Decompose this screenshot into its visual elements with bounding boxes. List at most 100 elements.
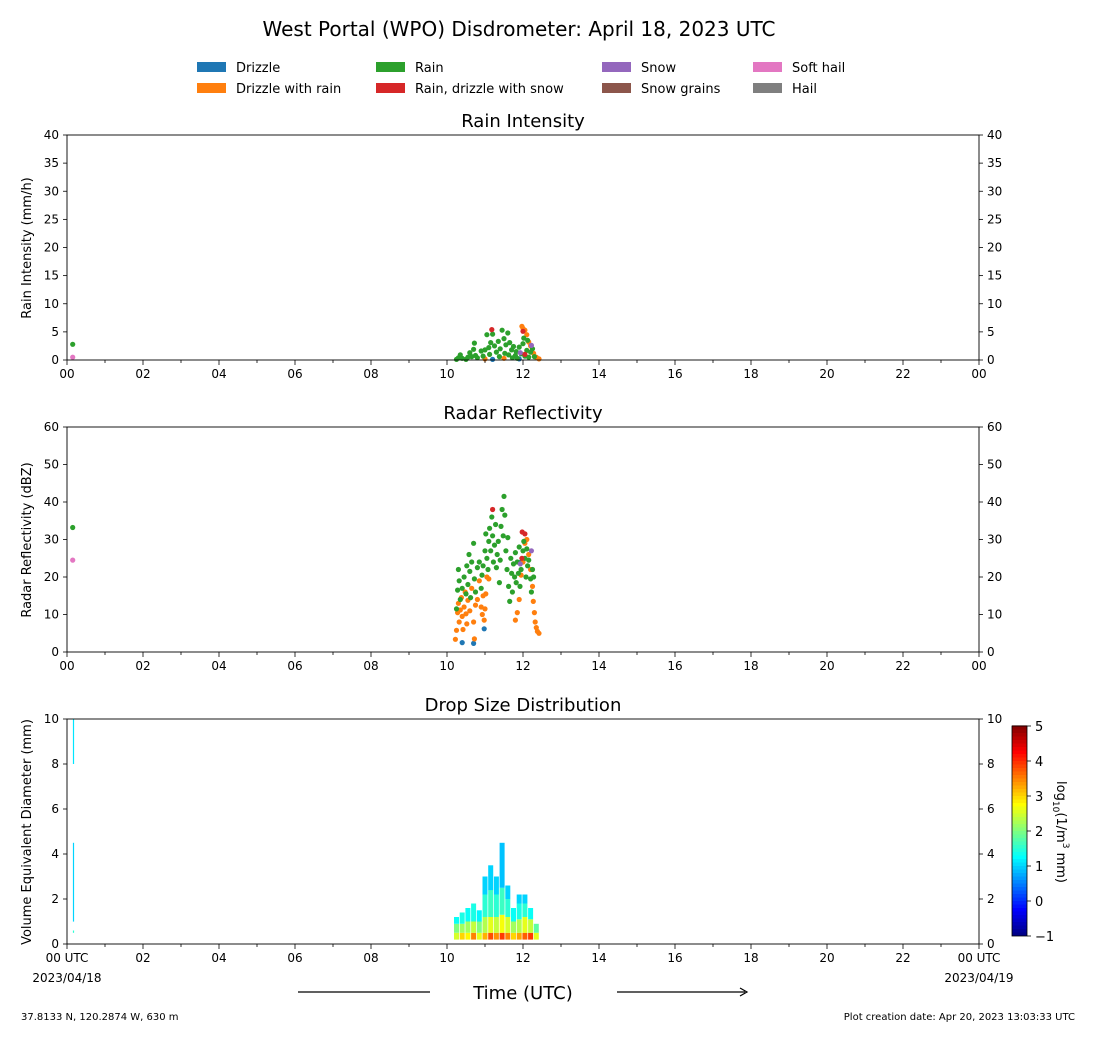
data-point: [517, 350, 523, 356]
colorbar-segment: [1012, 774, 1027, 779]
data-point: [465, 581, 471, 588]
data-point: [525, 337, 531, 343]
data-point: [525, 563, 531, 569]
data-point: [468, 595, 474, 601]
data-point: [531, 574, 537, 580]
x-tick-label: 16: [667, 951, 682, 965]
x-tick-label: 08: [363, 659, 378, 673]
data-point: [472, 589, 479, 595]
y-tick-label: 4: [51, 847, 59, 861]
legend-swatch: [376, 83, 405, 93]
x-tick-label: 06: [287, 951, 302, 965]
colorbar-segment: [1012, 921, 1027, 926]
data-point: [464, 563, 470, 569]
legend-label: Drizzle with rain: [236, 82, 341, 97]
y-tick-label: 30: [44, 533, 59, 547]
x-tick-label: 16: [667, 659, 682, 673]
colorbar-segment: [1012, 900, 1027, 905]
data-point: [500, 533, 506, 539]
data-point: [530, 598, 536, 605]
data-point: [506, 583, 512, 590]
x-tick-label: 00: [971, 367, 986, 381]
data-point: [512, 550, 519, 556]
dsd-cell: [493, 917, 499, 933]
data-point: [467, 350, 473, 356]
legend-swatch: [602, 62, 631, 72]
y-tick-label-right: 6: [987, 802, 995, 816]
dsd-cell: [72, 842, 75, 922]
y-tick-label: 60: [44, 420, 59, 434]
y-tick-label-right: 0: [987, 937, 995, 951]
dsd-cell: [454, 932, 459, 940]
colorbar-segment: [1012, 858, 1027, 863]
dsd-cell: [72, 930, 75, 933]
data-point: [456, 619, 462, 625]
radar-reflectivity-ylabel: Radar Reflectivity (dBZ): [20, 462, 35, 617]
dsd-cell: [476, 910, 482, 922]
data-point: [488, 340, 494, 346]
dsd-cell: [493, 932, 499, 940]
data-point: [505, 330, 511, 336]
y-tick-label-right: 0: [987, 353, 995, 367]
data-point: [479, 611, 485, 618]
colorbar-segment: [1012, 809, 1027, 814]
dsd-cell: [488, 890, 494, 917]
data-point: [481, 626, 487, 632]
colorbar-segment: [1012, 756, 1027, 761]
data-point: [481, 617, 487, 623]
colorbar-segment: [1012, 886, 1027, 891]
data-point: [70, 354, 76, 360]
x-tick-label: 00: [59, 367, 74, 381]
dsd-cell: [482, 917, 488, 933]
data-point: [503, 548, 509, 554]
x-tick-label: 04: [211, 951, 226, 965]
colorbar-tick-label: 0: [1035, 895, 1043, 910]
dsd-cell: [522, 932, 528, 940]
x-tick-label: 02: [135, 951, 150, 965]
data-point: [529, 566, 536, 573]
y-tick-label: 6: [51, 802, 59, 816]
data-point: [521, 335, 527, 341]
colorbar-segment: [1012, 893, 1027, 898]
rain-intensity-ylabel: Rain Intensity (mm/h): [20, 177, 35, 319]
dsd-cell: [465, 932, 471, 940]
colorbar-tick-label: 4: [1035, 755, 1043, 770]
data-point: [495, 338, 501, 344]
data-point: [496, 354, 502, 360]
data-point: [531, 354, 538, 360]
dsd-cell: [516, 903, 522, 920]
data-point: [471, 346, 477, 352]
x-tick-label: 14: [591, 367, 606, 381]
drop-size-panel: Drop Size Distribution Volume Equivalent…: [20, 695, 1070, 965]
legend-label: Rain, drizzle with snow: [415, 82, 564, 97]
data-point: [484, 332, 490, 338]
x-tick-label: 08: [363, 367, 378, 381]
legend-swatch: [753, 62, 782, 72]
data-point: [501, 336, 507, 342]
x-tick-label: 04: [211, 367, 226, 381]
data-point: [484, 555, 490, 561]
data-point: [509, 589, 515, 595]
data-point: [486, 345, 492, 351]
location-text: 37.8133 N, 120.2874 W, 630 m: [21, 1012, 179, 1023]
colorbar-segment: [1012, 865, 1027, 870]
dsd-cell: [471, 903, 477, 922]
x-tick-label: 22: [895, 367, 910, 381]
dsd-cell: [533, 932, 539, 940]
colorbar-segment: [1012, 833, 1027, 838]
data-point: [459, 640, 465, 646]
dsd-cell: [528, 932, 534, 940]
data-point: [490, 356, 496, 362]
data-point: [487, 351, 493, 357]
data-point: [497, 346, 503, 352]
data-point: [536, 356, 542, 362]
data-point: [460, 626, 466, 633]
colorbar-segment: [1012, 735, 1027, 740]
legend: Drizzle Drizzle with rain Rain Rain, drizzl…: [197, 61, 845, 97]
y-tick-label-right: 25: [987, 212, 1002, 226]
colorbar-tick-label: 1: [1035, 860, 1043, 875]
colorbar: −1 0 1 2 3 4 5: [1011, 720, 1054, 945]
colorbar-tick-label: 3: [1035, 790, 1043, 805]
